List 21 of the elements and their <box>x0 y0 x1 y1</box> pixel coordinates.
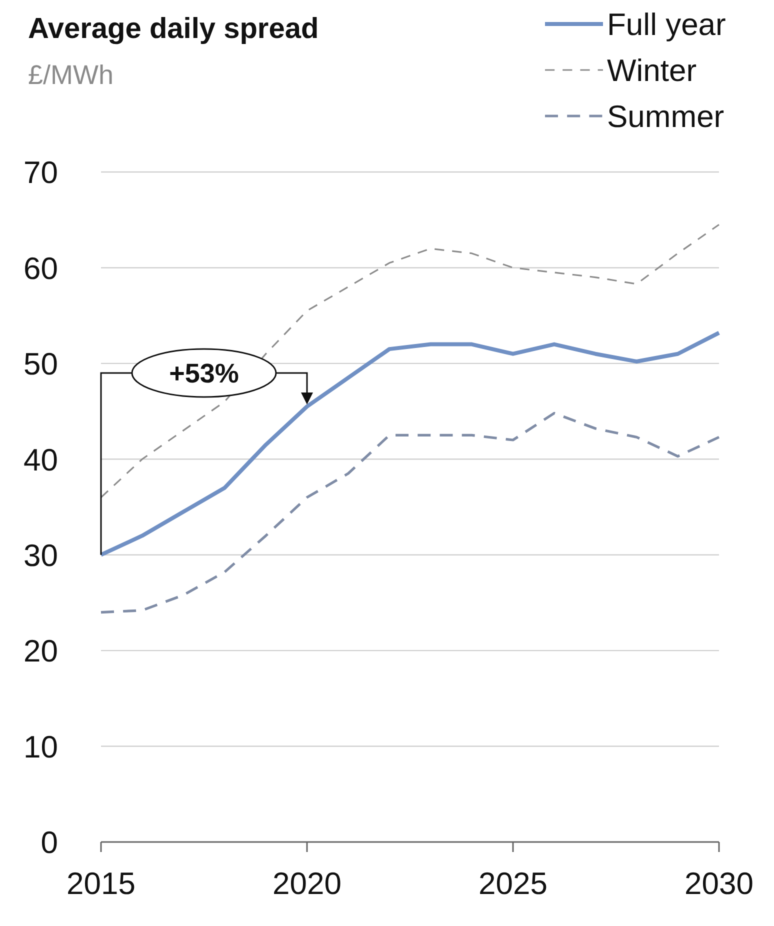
x-tick-label: 2015 <box>66 866 136 901</box>
y-tick-label: 30 <box>24 538 58 574</box>
chart-title: Average daily spread <box>28 13 319 45</box>
y-tick-label: 0 <box>40 825 58 860</box>
line-series <box>100 412 720 614</box>
y-tick-label: 20 <box>24 634 58 669</box>
legend-label: Winter <box>607 53 697 88</box>
legend-label: Summer <box>607 99 724 134</box>
legend-label: Full year <box>607 7 726 42</box>
y-tick-label: 10 <box>24 729 58 764</box>
line-series <box>99 330 721 557</box>
y-tick-label: 70 <box>24 155 58 190</box>
y-tick-label: 40 <box>24 442 58 478</box>
y-tick-label: 60 <box>24 250 58 286</box>
y-axis-title: £/MWh <box>28 60 114 90</box>
line-series <box>100 224 720 498</box>
x-tick-label: 2030 <box>684 866 754 901</box>
y-tick-label: 50 <box>24 346 58 382</box>
x-tick-label: 2020 <box>272 866 342 901</box>
annotation: +53% <box>169 358 239 389</box>
x-tick-label: 2025 <box>478 866 548 901</box>
